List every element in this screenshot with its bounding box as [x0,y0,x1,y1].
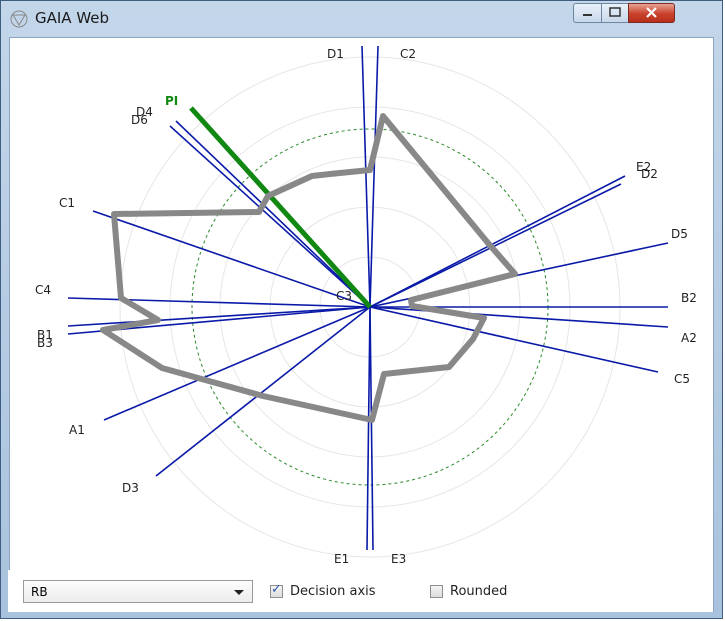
rounded-checkbox[interactable] [430,585,443,598]
label-E3: E3 [391,552,406,566]
decision-axis-label[interactable]: Decision axis [290,584,376,599]
axis-E2 [369,175,626,308]
axis-D6 [169,125,371,308]
label-D5: D5 [671,227,688,241]
axis-D3 [155,306,371,477]
alternative-profile-polygon [100,113,518,423]
label-B3: B3 [37,336,53,350]
axis-A2 [369,306,669,328]
axis-C1 [92,210,371,308]
label-PI: PI [165,94,178,108]
options-bar: RB Decision axis Rounded [8,570,713,612]
select-value: RB [31,585,48,599]
close-button[interactable] [628,3,675,23]
title-bar[interactable]: GAIA Web [1,1,722,37]
label-D1: D1 [327,47,344,61]
axis-A1 [103,306,371,421]
label-A1: A1 [69,423,85,437]
gaia-plane-chart: D1 C2 D4 D6 PI E2 D2 C1 D5 C4 C3 B2 B1 B… [35,45,697,566]
label-C3: C3 [336,289,352,303]
window-title: GAIA Web [35,9,110,27]
decision-axis-pi [189,106,372,309]
label-C2: C2 [400,47,416,61]
label-D4: D4 [136,105,153,119]
label-C1: C1 [59,196,75,210]
gaia-logo-icon [10,10,28,28]
label-B2: B2 [681,291,697,305]
axis-E1 [366,306,371,551]
label-B1: B1 [37,328,53,342]
label-E1: E1 [334,552,349,566]
axis-C2 [369,45,379,308]
decision-axis-checkbox[interactable] [270,582,283,598]
label-D6: D6 [131,113,148,127]
axis-D4 [175,120,371,308]
label-D3: D3 [122,481,139,495]
axis-C5 [369,306,659,373]
label-A2: A2 [681,331,697,345]
label-D2: D2 [641,167,658,181]
rounded-label[interactable]: Rounded [450,584,508,599]
label-C4: C4 [35,283,51,297]
dropdown-arrow-icon [234,590,244,595]
close-icon [646,7,657,18]
axis-B1 [67,306,371,327]
maximize-icon [609,7,621,17]
axis-D2 [369,183,622,308]
axis-D1 [361,45,371,308]
minimize-button[interactable] [573,3,602,23]
label-E2: E2 [636,160,651,174]
minimize-icon [583,14,592,16]
axis-C4 [67,297,371,308]
criteria-axes [67,45,669,551]
label-C5: C5 [674,372,690,386]
alternative-select[interactable]: RB [23,580,253,603]
axis-E3 [369,306,374,551]
